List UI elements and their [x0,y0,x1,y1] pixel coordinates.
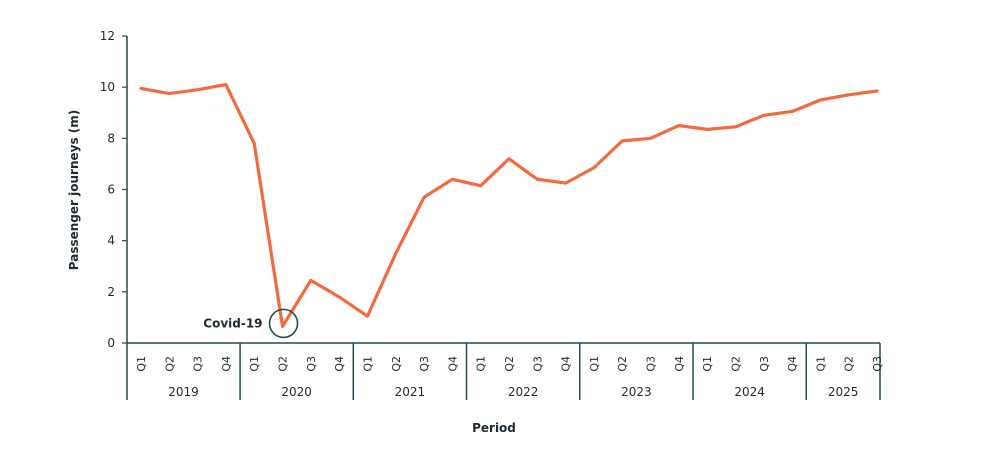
year-label: 2025 [828,385,859,399]
quarter-tick-label: Q4 [446,356,459,372]
quarter-tick-label: Q4 [673,356,686,372]
quarter-tick-label: Q1 [701,356,714,372]
quarter-tick-label: Q3 [645,356,658,372]
quarter-tick-label: Q2 [729,356,742,372]
quarter-tick-label: Q2 [616,356,629,372]
quarter-tick-label: Q4 [220,356,233,372]
quarter-tick-label: Q1 [135,356,148,372]
year-label: 2022 [508,385,539,399]
quarter-tick-label: Q1 [361,356,374,372]
quarter-tick-label: Q4 [333,356,346,372]
quarter-tick-label: Q1 [248,356,261,372]
quarter-tick-label: Q3 [418,356,431,372]
annotation-label: Covid-19 [203,316,262,330]
y-tick-label: 0 [107,336,115,350]
y-tick-label: 12 [100,29,115,43]
quarter-tick-label: Q1 [588,356,601,372]
annotation-circle [268,308,299,339]
y-tick-label: 6 [107,183,115,197]
year-label: 2024 [734,385,765,399]
x-axis-title: Period [472,421,516,435]
y-tick-label: 4 [107,234,115,248]
quarter-tick-label: Q2 [163,356,176,372]
quarter-tick-label: Q2 [503,356,516,372]
y-tick-label: 8 [107,131,115,145]
y-axis-title: Passenger journeys (m) [67,110,81,270]
quarter-tick-label: Q2 [843,356,856,372]
quarter-tick-label: Q3 [192,356,205,372]
quarter-tick-label: Q1 [814,356,827,372]
year-label: 2023 [621,385,652,399]
y-tick-label: 10 [100,80,115,94]
year-label: 2020 [281,385,312,399]
quarter-tick-label: Q4 [560,356,573,372]
year-label: 2021 [395,385,426,399]
quarter-tick-label: Q1 [475,356,488,372]
quarter-tick-label: Q3 [758,356,771,372]
year-label: 2019 [168,385,199,399]
quarter-tick-label: Q3 [531,356,544,372]
quarter-tick-label: Q3 [871,356,884,372]
quarter-tick-label: Q3 [305,356,318,372]
y-tick-label: 2 [107,285,115,299]
series-line [139,83,879,328]
quarter-tick-label: Q4 [786,356,799,372]
quarter-tick-label: Q2 [277,356,290,372]
quarter-tick-label: Q2 [390,356,403,372]
